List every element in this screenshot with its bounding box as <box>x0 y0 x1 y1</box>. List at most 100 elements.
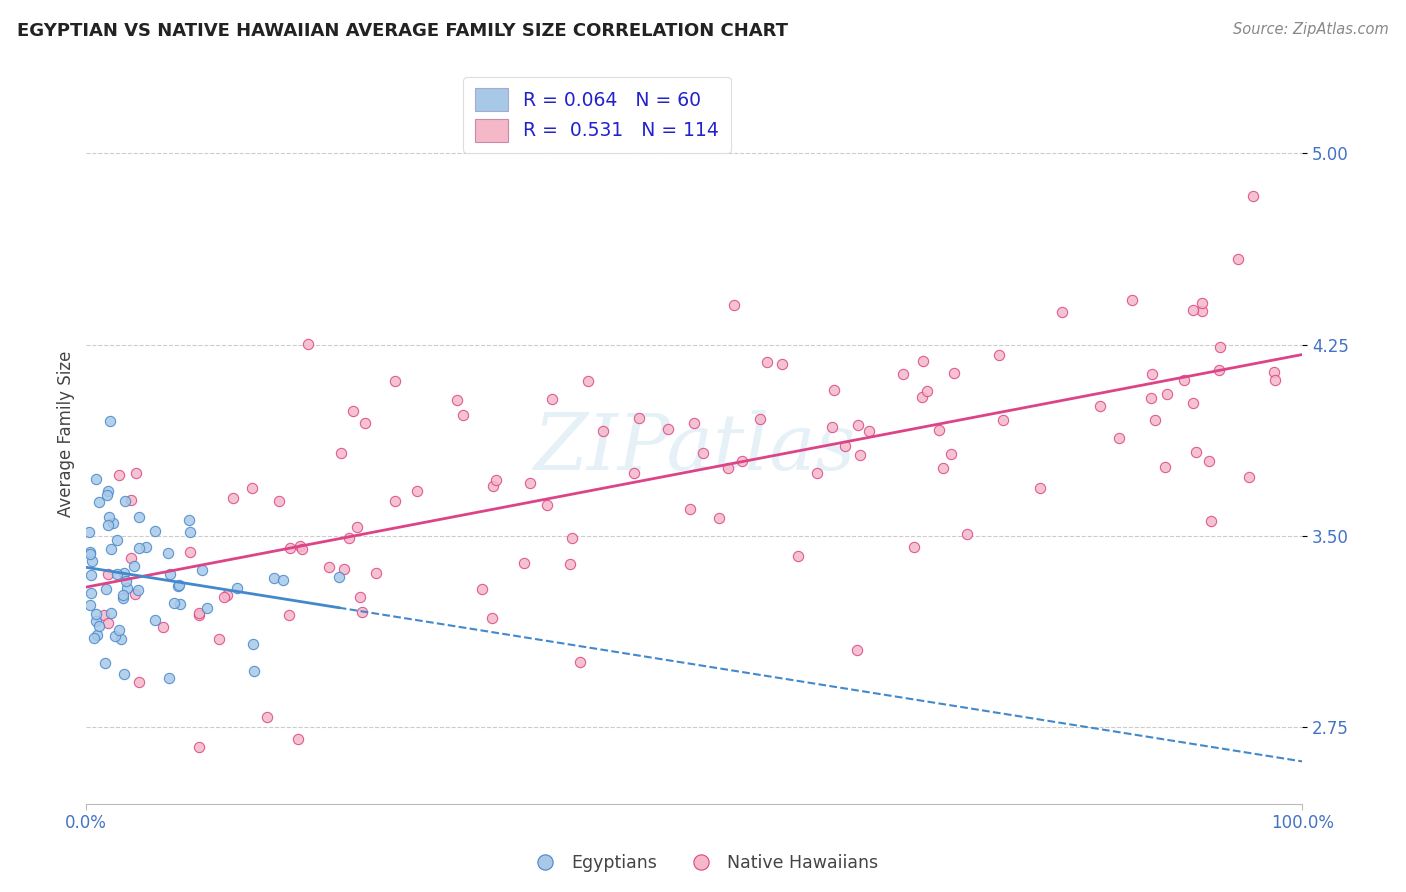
Point <box>346 519 368 533</box>
Point <box>536 498 558 512</box>
Point <box>1198 454 1220 468</box>
Point <box>107 467 129 482</box>
Point <box>318 559 340 574</box>
Point <box>1121 293 1143 307</box>
Point <box>731 454 754 468</box>
Point <box>114 493 136 508</box>
Point <box>692 446 714 460</box>
Point <box>188 740 211 755</box>
Point <box>145 613 167 627</box>
Point <box>120 551 142 566</box>
Point <box>623 467 645 481</box>
Point <box>482 478 505 492</box>
Point <box>481 611 503 625</box>
Point <box>208 632 231 647</box>
Point <box>124 587 146 601</box>
Point <box>222 491 245 505</box>
Point <box>143 524 166 539</box>
Point <box>115 582 138 596</box>
Point <box>352 605 374 619</box>
Point <box>256 710 278 724</box>
Point <box>364 566 387 580</box>
Point <box>179 545 201 559</box>
Point <box>84 472 107 486</box>
Point <box>858 424 880 438</box>
Point <box>1140 367 1163 381</box>
Point <box>911 390 934 404</box>
Point <box>94 582 117 596</box>
Point <box>627 411 650 425</box>
Point <box>288 539 311 553</box>
Point <box>1241 189 1264 203</box>
Point <box>152 620 174 634</box>
Point <box>128 541 150 556</box>
Point <box>271 573 294 587</box>
Point <box>657 422 679 436</box>
Point <box>384 493 406 508</box>
Point <box>349 590 371 604</box>
Point <box>122 559 145 574</box>
Point <box>287 731 309 746</box>
Point <box>405 484 427 499</box>
Point <box>1191 296 1213 310</box>
Point <box>941 447 963 461</box>
Point <box>127 582 149 597</box>
Point <box>1191 304 1213 318</box>
Point <box>1226 252 1249 267</box>
Point <box>100 606 122 620</box>
Point <box>97 616 120 631</box>
Point <box>1182 396 1205 410</box>
Point <box>89 494 111 508</box>
Point <box>135 540 157 554</box>
Point <box>188 608 211 623</box>
Point <box>330 446 353 460</box>
Point <box>96 488 118 502</box>
Point <box>451 408 474 422</box>
Point <box>932 461 955 475</box>
Point <box>97 567 120 582</box>
Point <box>942 366 965 380</box>
Point <box>846 642 869 657</box>
Point <box>723 298 745 312</box>
Point <box>197 601 219 615</box>
Point <box>114 666 136 681</box>
Point <box>100 542 122 557</box>
Point <box>111 589 134 603</box>
Point <box>242 637 264 651</box>
Point <box>756 355 779 369</box>
Point <box>104 629 127 643</box>
Point <box>915 384 938 398</box>
Point <box>188 606 211 620</box>
Point <box>87 619 110 633</box>
Point <box>212 590 235 604</box>
Point <box>332 562 354 576</box>
Point <box>519 476 541 491</box>
Point <box>83 631 105 645</box>
Point <box>988 348 1011 362</box>
Point <box>98 510 121 524</box>
Point <box>1154 459 1177 474</box>
Point <box>342 404 364 418</box>
Point <box>912 354 935 368</box>
Point <box>1140 391 1163 405</box>
Point <box>471 582 494 597</box>
Point <box>267 494 290 508</box>
Point <box>169 578 191 592</box>
Point <box>97 483 120 498</box>
Point <box>240 482 263 496</box>
Point <box>1208 362 1230 376</box>
Point <box>513 556 536 570</box>
Point <box>278 541 301 555</box>
Point <box>86 628 108 642</box>
Point <box>79 545 101 559</box>
Text: ZIPatlas: ZIPatlas <box>533 410 855 487</box>
Point <box>1263 365 1285 379</box>
Point <box>956 526 979 541</box>
Point <box>80 586 103 600</box>
Text: EGYPTIAN VS NATIVE HAWAIIAN AVERAGE FAMILY SIZE CORRELATION CHART: EGYPTIAN VS NATIVE HAWAIIAN AVERAGE FAMI… <box>17 22 787 40</box>
Point <box>217 588 239 602</box>
Point <box>787 549 810 563</box>
Point <box>485 473 508 487</box>
Point <box>159 567 181 582</box>
Point <box>679 501 702 516</box>
